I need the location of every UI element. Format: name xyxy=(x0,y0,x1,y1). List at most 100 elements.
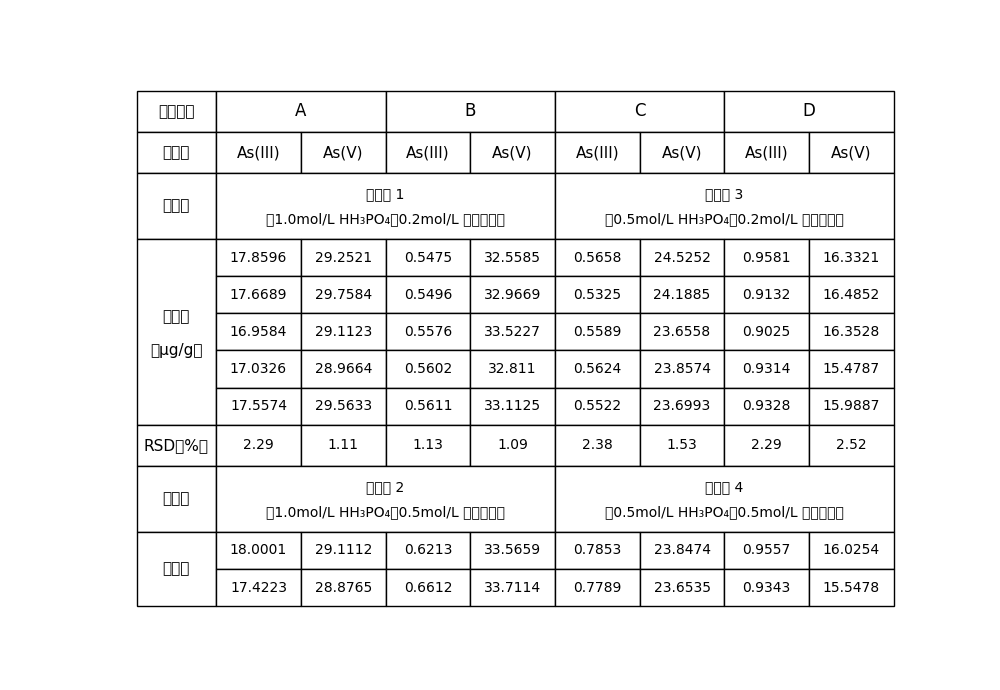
Text: As(V): As(V) xyxy=(492,145,533,160)
Bar xyxy=(555,388,640,425)
Bar xyxy=(386,388,470,425)
Bar xyxy=(137,466,216,532)
Bar xyxy=(555,313,640,351)
Bar xyxy=(216,91,386,132)
Bar xyxy=(470,276,555,313)
Text: 17.5574: 17.5574 xyxy=(230,400,287,413)
Text: 0.7853: 0.7853 xyxy=(573,543,621,558)
Text: As(III): As(III) xyxy=(406,145,450,160)
Text: 16.9584: 16.9584 xyxy=(230,325,287,339)
Text: 1.13: 1.13 xyxy=(412,438,443,453)
Bar xyxy=(216,276,301,313)
Bar xyxy=(386,132,470,173)
Bar xyxy=(301,388,386,425)
Bar xyxy=(724,569,809,606)
Bar xyxy=(809,532,894,569)
Text: As(III): As(III) xyxy=(576,145,619,160)
Bar xyxy=(555,239,640,276)
Text: 0.5475: 0.5475 xyxy=(404,250,452,264)
Text: 实施例: 实施例 xyxy=(163,199,190,213)
Bar xyxy=(555,91,724,132)
Bar xyxy=(470,239,555,276)
Bar xyxy=(216,132,301,173)
Text: 0.5496: 0.5496 xyxy=(404,288,452,302)
Text: 17.0326: 17.0326 xyxy=(230,362,287,376)
Bar xyxy=(724,276,809,313)
Text: 实施例: 实施例 xyxy=(163,491,190,506)
Bar xyxy=(809,425,894,466)
Bar xyxy=(724,91,894,132)
Text: 0.9343: 0.9343 xyxy=(743,580,791,595)
Text: 23.6535: 23.6535 xyxy=(654,580,711,595)
Text: C: C xyxy=(634,102,645,120)
Text: 32.9669: 32.9669 xyxy=(484,288,541,302)
Text: 0.9132: 0.9132 xyxy=(743,288,791,302)
Text: 0.5624: 0.5624 xyxy=(573,362,621,376)
Bar xyxy=(216,425,301,466)
Bar xyxy=(216,313,301,351)
Bar xyxy=(386,239,470,276)
Bar xyxy=(555,351,640,388)
Text: 牀形态: 牀形态 xyxy=(163,145,190,160)
Bar xyxy=(555,466,894,532)
Text: 2.52: 2.52 xyxy=(836,438,867,453)
Bar xyxy=(301,532,386,569)
Text: A: A xyxy=(295,102,307,120)
Text: 24.5252: 24.5252 xyxy=(654,250,710,264)
Text: 16.0254: 16.0254 xyxy=(823,543,880,558)
Bar xyxy=(555,276,640,313)
Text: 15.5478: 15.5478 xyxy=(823,580,880,595)
Bar xyxy=(555,532,640,569)
Bar xyxy=(640,239,724,276)
Bar xyxy=(555,132,640,173)
Text: 0.9581: 0.9581 xyxy=(742,250,791,264)
Bar xyxy=(724,425,809,466)
Text: 0.6612: 0.6612 xyxy=(404,580,452,595)
Bar xyxy=(809,239,894,276)
Text: RSD（%）: RSD（%） xyxy=(144,438,209,453)
Text: （1.0mol/L HH₃PO₄，0.2mol/L 抗坏血酸）: （1.0mol/L HH₃PO₄，0.2mol/L 抗坏血酸） xyxy=(266,213,505,226)
Text: 28.8765: 28.8765 xyxy=(315,580,372,595)
Bar xyxy=(216,173,555,239)
Bar xyxy=(386,276,470,313)
Text: 0.5576: 0.5576 xyxy=(404,325,452,339)
Bar xyxy=(724,388,809,425)
Bar xyxy=(301,132,386,173)
Bar xyxy=(809,569,894,606)
Text: 23.8574: 23.8574 xyxy=(654,362,711,376)
Text: 24.1885: 24.1885 xyxy=(653,288,711,302)
Text: 29.2521: 29.2521 xyxy=(315,250,372,264)
Text: 29.1112: 29.1112 xyxy=(315,543,372,558)
Text: D: D xyxy=(803,102,816,120)
Bar xyxy=(555,569,640,606)
Text: 17.8596: 17.8596 xyxy=(230,250,287,264)
Text: 实施例 3: 实施例 3 xyxy=(705,187,744,201)
Bar xyxy=(724,532,809,569)
Text: 0.5522: 0.5522 xyxy=(573,400,621,413)
Text: 1.09: 1.09 xyxy=(497,438,528,453)
Bar xyxy=(386,91,555,132)
Text: As(V): As(V) xyxy=(831,145,872,160)
Text: 33.7114: 33.7114 xyxy=(484,580,541,595)
Text: 28.9664: 28.9664 xyxy=(315,362,372,376)
Bar xyxy=(216,569,301,606)
Bar xyxy=(301,239,386,276)
Text: 0.5658: 0.5658 xyxy=(573,250,622,264)
Bar xyxy=(470,425,555,466)
Text: 0.5602: 0.5602 xyxy=(404,362,452,376)
Bar xyxy=(386,313,470,351)
Text: 15.9887: 15.9887 xyxy=(823,400,880,413)
Text: 33.5227: 33.5227 xyxy=(484,325,541,339)
Bar xyxy=(386,425,470,466)
Bar xyxy=(216,532,301,569)
Text: 0.5611: 0.5611 xyxy=(404,400,452,413)
Text: 23.6558: 23.6558 xyxy=(653,325,711,339)
Bar xyxy=(386,569,470,606)
Bar xyxy=(809,313,894,351)
Bar xyxy=(470,532,555,569)
Text: （1.0mol/L HH₃PO₄，0.5mol/L 抗坏血酸）: （1.0mol/L HH₃PO₄，0.5mol/L 抗坏血酸） xyxy=(266,505,505,519)
Text: 牀含量: 牀含量 xyxy=(163,562,190,576)
Text: 1.11: 1.11 xyxy=(328,438,359,453)
Bar xyxy=(470,313,555,351)
Text: （0.5mol/L HH₃PO₄，0.5mol/L 抗坏血酸）: （0.5mol/L HH₃PO₄，0.5mol/L 抗坏血酸） xyxy=(605,505,844,519)
